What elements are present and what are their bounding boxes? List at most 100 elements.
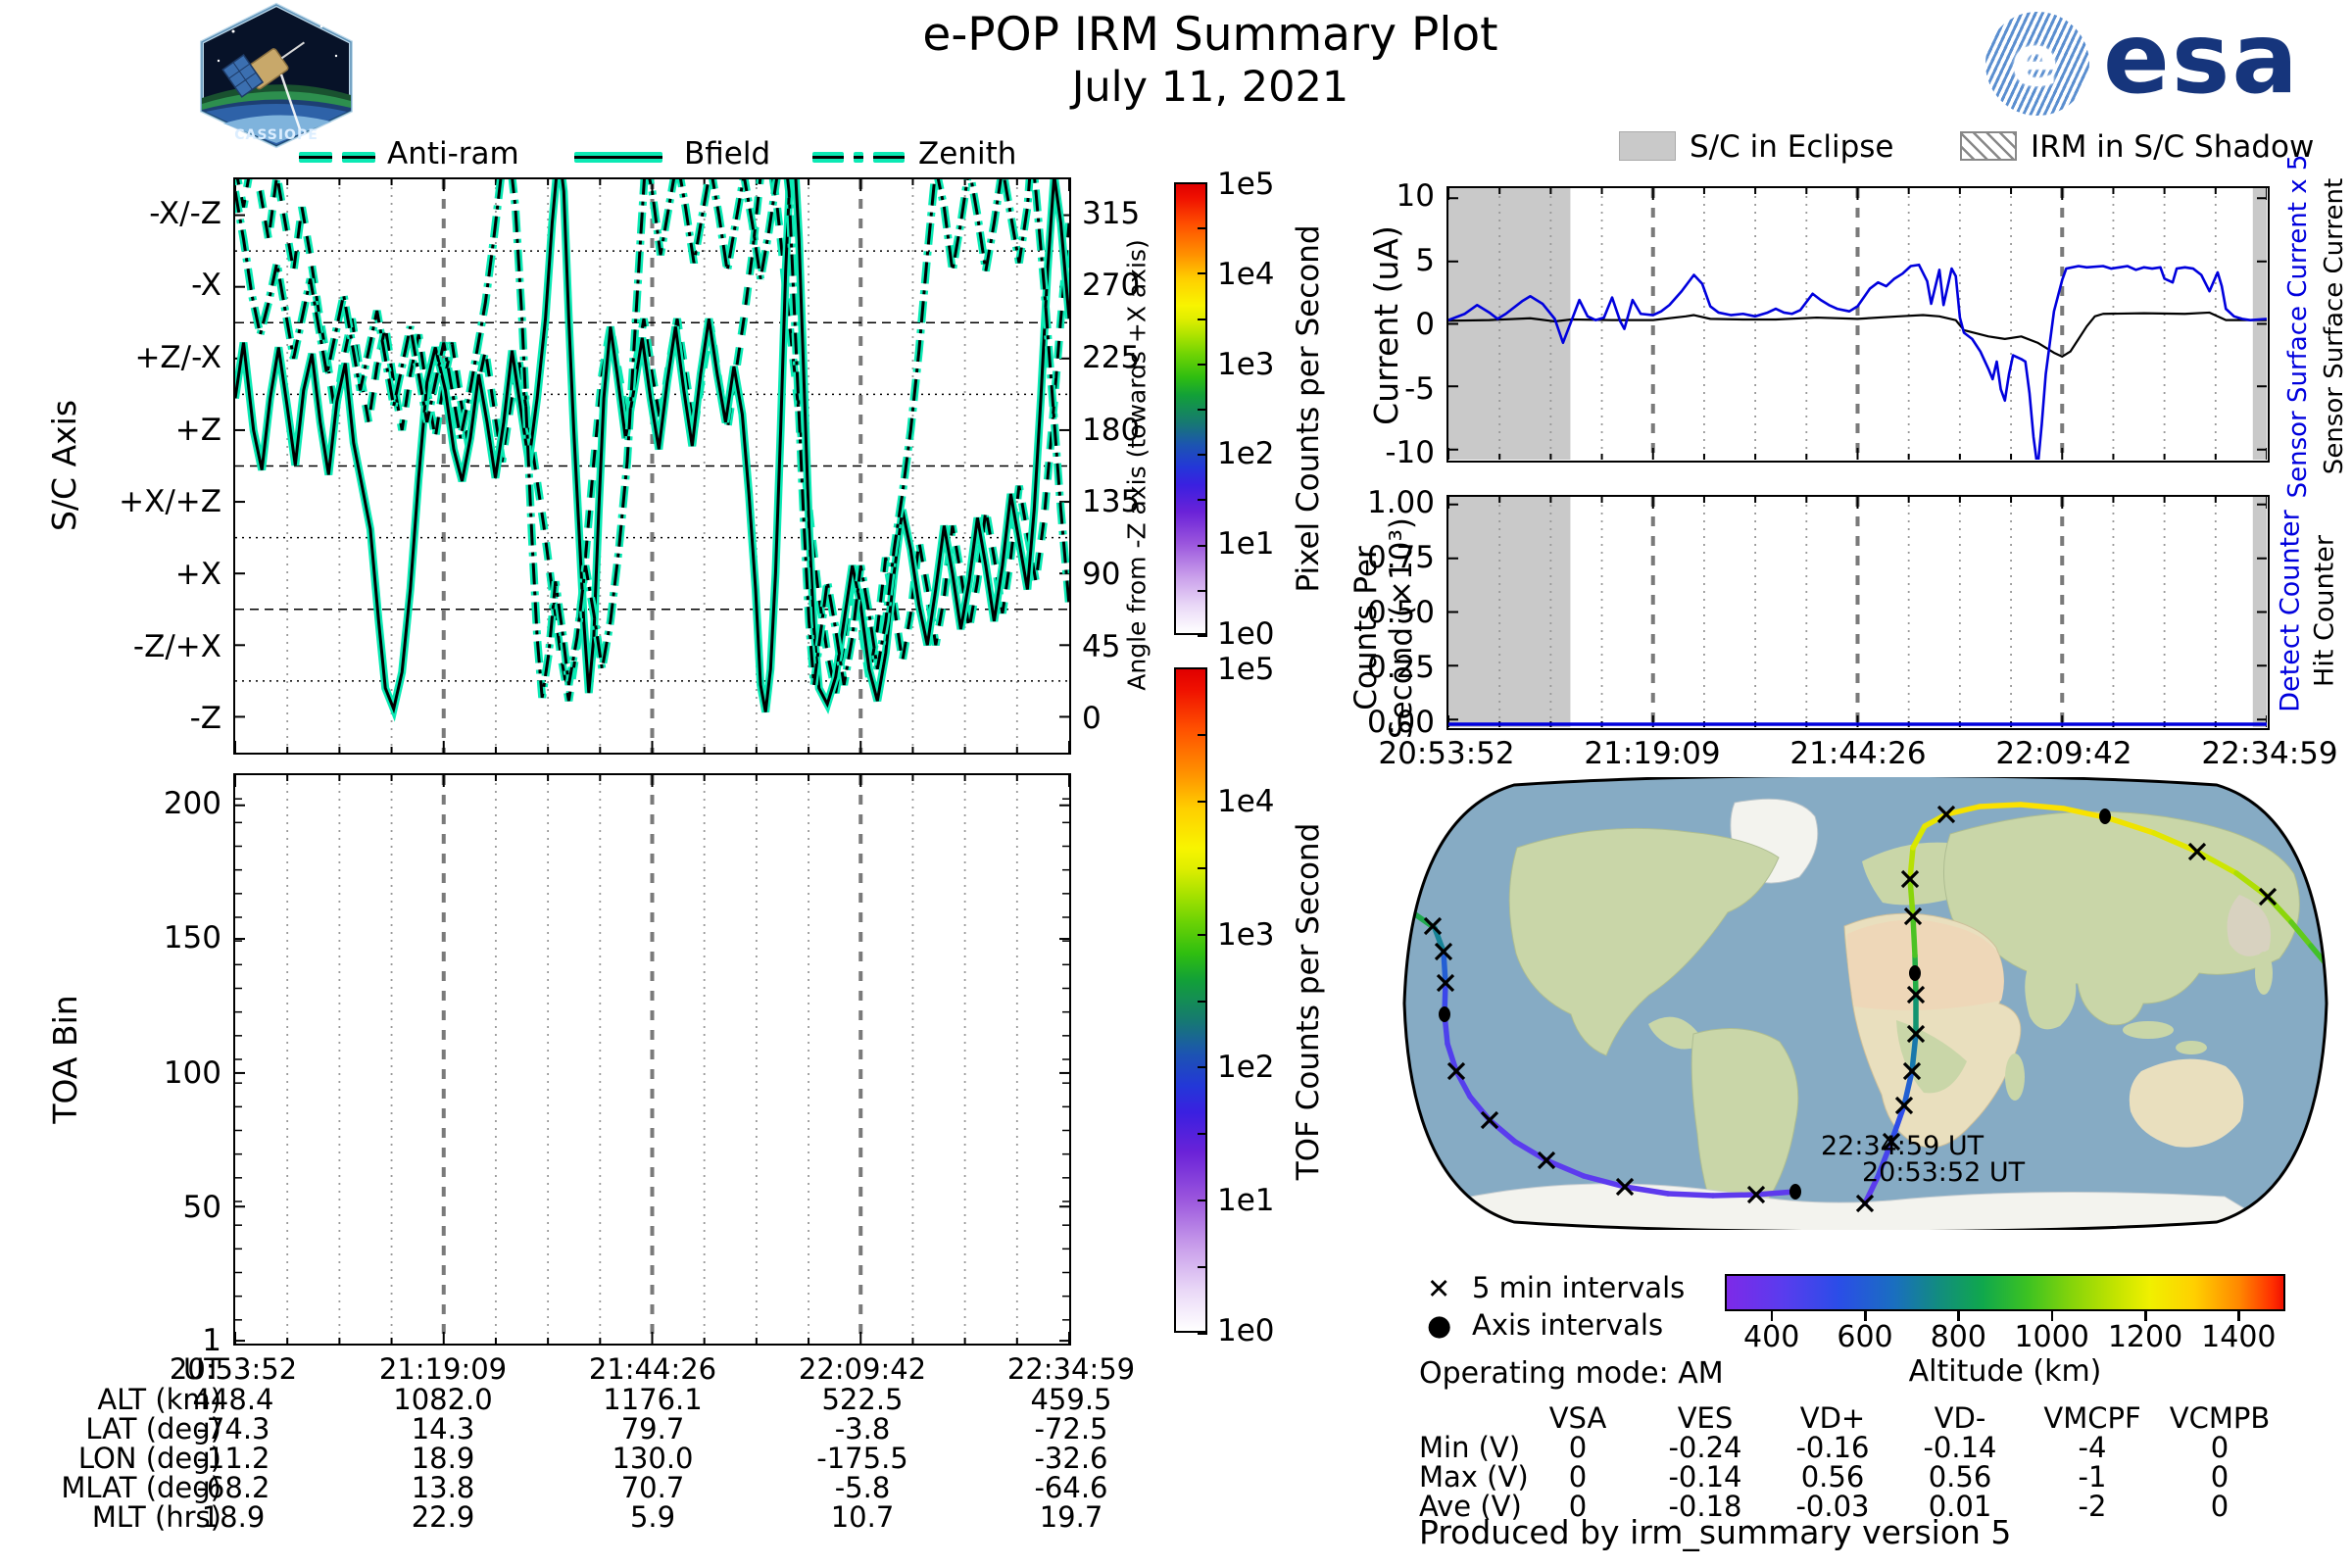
ephem-cell: -32.6	[1034, 1442, 1108, 1475]
ephem-cell: 21:19:09	[378, 1352, 508, 1386]
cur-plot-canvas	[1448, 188, 2267, 460]
pixel-cb-tick	[1198, 635, 1207, 637]
alt-tickmark	[2237, 1311, 2240, 1321]
ephem-cell: 522.5	[821, 1383, 904, 1416]
ground-track-segment	[1977, 802, 2024, 809]
x-marker-label: 5 min intervals	[1472, 1271, 1686, 1304]
alt-ticklabel: 800	[1930, 1320, 1986, 1354]
ephem-cell: -64.6	[1034, 1471, 1108, 1504]
volt-row-label: Max (V)	[1419, 1460, 1529, 1494]
sc-right-ticks-label: 225	[1082, 340, 1141, 375]
ephem-row-label: MLAT (deg)	[61, 1471, 221, 1504]
cb1-ticks-label: 1e0	[1217, 616, 1275, 652]
sc-axis-right-axis-label: Angle from -Z axis (towards +X axis)	[1122, 239, 1152, 691]
map-border	[1402, 777, 2328, 1230]
ground-track-segment	[1888, 1102, 1907, 1145]
sahara	[1846, 919, 2004, 1010]
volt-cell: 0	[1568, 1431, 1588, 1464]
operating-mode: Operating mode: AM	[1419, 1356, 1724, 1391]
volt-col-header: VES	[1677, 1401, 1734, 1435]
indonesia	[2123, 1021, 2174, 1039]
eclipse-region	[1448, 188, 1571, 460]
ground-track-segment	[1875, 1139, 1894, 1180]
cnt-plot-canvas	[1448, 497, 2267, 727]
cur-ticks-label: 5	[1415, 243, 1435, 278]
toa-ticks-label: 200	[163, 786, 221, 821]
ephem-cell: 14.3	[411, 1412, 475, 1446]
volt-cell: -1	[2078, 1460, 2107, 1494]
ephem-cell: -68.2	[196, 1471, 270, 1504]
australia	[2129, 1058, 2244, 1148]
volt-cell: 0	[2210, 1460, 2230, 1494]
footer-text: Produced by irm_summary version 5	[1419, 1513, 2012, 1551]
cnt-ticks-label: 1.00	[1366, 485, 1435, 520]
ground-track-segment	[1581, 1173, 1628, 1190]
cur-ticks-label: 10	[1396, 178, 1435, 214]
cb2-ticks-label: 1e5	[1217, 652, 1275, 687]
tof-cb-tick	[1198, 933, 1207, 936]
sc-axis-legend: Anti-ram Bfield Zenith	[233, 133, 1071, 172]
alt-ticklabel: 1200	[2107, 1320, 2183, 1354]
eclipse-swatch	[1619, 131, 1676, 161]
ephem-cell: 18.9	[411, 1442, 475, 1475]
ground-track-segment	[2288, 919, 2314, 949]
toa-plot	[233, 773, 1071, 1346]
cb2-ticks-label: 1e1	[1217, 1183, 1275, 1218]
cassiope-mission-patch: CASSIOPE	[200, 2, 353, 149]
five-min-marker	[1906, 1024, 1926, 1044]
pixel-cb-tick	[1198, 318, 1207, 320]
volt-cell: 0.56	[1928, 1460, 1992, 1494]
counts-right-label-blue: Detect Counter	[2275, 510, 2306, 712]
x-marker-icon: ✕	[1427, 1272, 1451, 1305]
legend-bfield-line	[574, 151, 662, 163]
shadow-label: IRM in S/C Shadow	[2031, 129, 2315, 165]
five-min-marker	[1423, 916, 1443, 936]
cb1-ticks-label: 1e3	[1217, 347, 1275, 382]
sc-left-ticks-label: +X	[174, 557, 221, 592]
eclipse-region	[1448, 497, 1571, 727]
eclipse-label: S/C in Eclipse	[1690, 129, 1894, 165]
cb2-ticks-label: 1e4	[1217, 784, 1275, 819]
volt-cell: 0.01	[1928, 1490, 1992, 1523]
legend-zenith-label: Zenith	[918, 136, 1017, 172]
volt-row-label: Min (V)	[1419, 1431, 1521, 1464]
ephem-cell: 13.8	[411, 1471, 475, 1504]
cur-ticks-label: -10	[1385, 435, 1435, 470]
ground-track-segment	[1622, 1184, 1671, 1197]
sc-left-ticks-label: -Z	[189, 701, 221, 736]
tof-cb-tick	[1198, 1266, 1207, 1269]
ephem-row-label: ALT (km)	[97, 1383, 221, 1416]
sc-right-ticks-label: 135	[1082, 484, 1141, 519]
curve-zenith	[235, 179, 1069, 699]
madagascar	[2005, 1054, 2025, 1101]
ground-track-segment	[1910, 823, 1928, 851]
ephem-cell: -3.8	[834, 1412, 891, 1446]
five-min-marker	[1903, 906, 1923, 926]
time-tick: 22:34:59	[2201, 736, 2338, 771]
ephem-cell: 22:09:42	[798, 1352, 927, 1386]
current-plot	[1446, 186, 2270, 463]
volt-col-header: VD-	[1934, 1401, 1986, 1435]
ephem-cell: 21:44:26	[588, 1352, 717, 1386]
volt-cell: 0	[1568, 1460, 1588, 1494]
esa-globe-e: e	[2011, 20, 2059, 102]
alt-tickmark	[2050, 1311, 2054, 1321]
volt-cell: 0	[2210, 1431, 2230, 1464]
legend-bfield-label: Bfield	[684, 136, 771, 172]
cb2-ticks-label: 1e2	[1217, 1050, 1275, 1085]
esa-wordmark: esa	[2103, 1, 2300, 116]
time-tick: 20:53:52	[1378, 736, 1515, 771]
ephem-cell: 448.4	[192, 1383, 274, 1416]
time-tick: 21:44:26	[1789, 736, 1927, 771]
five-min-marker	[1902, 1061, 1922, 1081]
volt-cell: -0.14	[1668, 1460, 1742, 1494]
pixel-cb-tick	[1198, 182, 1207, 184]
tof-cb-tick	[1198, 1133, 1207, 1136]
pixel-cb-tick	[1198, 454, 1207, 457]
toa-ticks-label: 100	[163, 1055, 221, 1091]
volt-cell: -4	[2078, 1431, 2107, 1464]
sc-axis-ylabel: S/C Axis	[45, 399, 83, 532]
page-title: e-POP IRM Summary Plot	[922, 8, 1498, 62]
ephem-cell: -11.2	[196, 1442, 270, 1475]
